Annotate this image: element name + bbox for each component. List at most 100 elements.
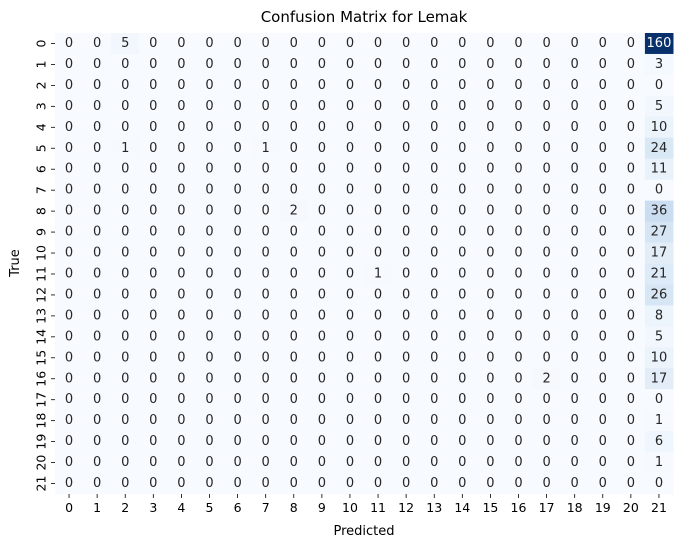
- cell-annotation: 0: [599, 329, 607, 344]
- cell-annotation: 0: [318, 225, 326, 240]
- heatmap-cell: [307, 116, 337, 139]
- heatmap-cell: [139, 221, 168, 244]
- heatmap-cell: [139, 263, 168, 285]
- heatmap-cell: [83, 431, 112, 453]
- cell-annotation: 0: [65, 329, 73, 344]
- cell-annotation: 0: [599, 246, 607, 261]
- heatmap-cell: [307, 263, 337, 285]
- heatmap-cell: [83, 452, 112, 474]
- heatmap-cell: [55, 473, 84, 495]
- cell-annotation: 0: [177, 99, 185, 114]
- heatmap-cell: [111, 410, 140, 432]
- heatmap-cell: [616, 137, 646, 160]
- heatmap-cell: [223, 452, 253, 474]
- heatmap-cell: [560, 452, 590, 474]
- cell-annotation: 0: [542, 308, 550, 323]
- cell-annotation: 0: [346, 392, 354, 407]
- heatmap-cell: [335, 326, 365, 348]
- heatmap-cell: [279, 95, 309, 118]
- heatmap-cell: [560, 473, 590, 495]
- heatmap-cell: [476, 284, 505, 306]
- cell-annotation: 0: [262, 246, 270, 261]
- cell-annotation: 0: [542, 266, 550, 281]
- heatmap-cell: [55, 326, 84, 348]
- x-tick-label: 9: [318, 500, 326, 515]
- cell-annotation: 0: [514, 455, 522, 470]
- heatmap-cell: [420, 473, 449, 495]
- cell-annotation: 0: [599, 36, 607, 51]
- heatmap-cell: [195, 53, 225, 76]
- heatmap-cell: [251, 53, 281, 76]
- heatmap-cell: [560, 263, 590, 285]
- heatmap-cell: [139, 347, 168, 369]
- heatmap-cell: [167, 33, 196, 55]
- cell-annotation: 0: [149, 120, 157, 135]
- cell-annotation: 0: [318, 287, 326, 302]
- cell-annotation: 0: [571, 120, 579, 135]
- heatmap-cell: [364, 242, 393, 264]
- heatmap-cell: [504, 368, 534, 390]
- cell-annotation: 0: [402, 57, 410, 72]
- heatmap-cell: [616, 368, 646, 390]
- heatmap-cell: [644, 410, 674, 432]
- x-axis-label: Predicted: [333, 524, 394, 539]
- heatmap-cell: [532, 431, 562, 453]
- cell-annotation: 0: [542, 350, 550, 365]
- heatmap-cell: [448, 305, 477, 327]
- cell-annotation: 0: [402, 204, 410, 219]
- heatmap-cell: [644, 473, 674, 495]
- heatmap-cell: [588, 452, 618, 474]
- heatmap-cell: [644, 326, 674, 348]
- cell-annotation: 0: [290, 78, 298, 93]
- heatmap-cell: [448, 389, 477, 411]
- cell-annotation: 0: [571, 350, 579, 365]
- heatmap-cell: [279, 473, 309, 495]
- heatmap-cell: [83, 389, 112, 411]
- heatmap-cell: [55, 242, 84, 264]
- cell-annotation: 0: [514, 434, 522, 449]
- heatmap-cell: [364, 263, 393, 285]
- heatmap-cell: [504, 74, 534, 97]
- cell-annotation: 0: [374, 350, 382, 365]
- heatmap-cell: [532, 242, 562, 264]
- cell-annotation: 0: [374, 78, 382, 93]
- cell-annotation: 0: [655, 183, 663, 198]
- cell-annotation: 0: [290, 392, 298, 407]
- heatmap-cell: [476, 410, 505, 432]
- cell-annotation: 0: [599, 225, 607, 240]
- cell-annotation: 0: [262, 476, 270, 491]
- heatmap-cell: [195, 179, 225, 202]
- cell-annotation: 0: [514, 225, 522, 240]
- y-tick-label: 20: [34, 455, 49, 471]
- cell-annotation: 0: [514, 371, 522, 386]
- cell-annotation: 0: [262, 287, 270, 302]
- heatmap-cell: [223, 116, 253, 139]
- heatmap-cell: [448, 53, 477, 76]
- heatmap-cell: [139, 326, 168, 348]
- heatmap-cell: [111, 137, 140, 160]
- cell-annotation: 0: [542, 225, 550, 240]
- heatmap-cell: [616, 158, 646, 181]
- heatmap-cell: [335, 179, 365, 202]
- x-tick-label: 1: [93, 500, 101, 515]
- cell-annotation: 0: [627, 434, 635, 449]
- heatmap-cell: [476, 116, 505, 139]
- heatmap-cell: [616, 33, 646, 55]
- heatmap-cell: [251, 305, 281, 327]
- cell-annotation: 0: [486, 371, 494, 386]
- cell-annotation: 0: [486, 57, 494, 72]
- heatmap-cell: [420, 221, 449, 244]
- heatmap-cell: [111, 431, 140, 453]
- heatmap-cell: [588, 116, 618, 139]
- cell-annotation: 0: [290, 57, 298, 72]
- y-tick-label: 11: [34, 266, 49, 282]
- cell-annotation: 0: [542, 99, 550, 114]
- heatmap-cell: [560, 431, 590, 453]
- cell-annotation: 0: [627, 350, 635, 365]
- cell-annotation: 0: [93, 308, 101, 323]
- cell-annotation: 0: [346, 287, 354, 302]
- heatmap-cell: [448, 95, 477, 118]
- cell-annotation: 0: [458, 287, 466, 302]
- heatmap-cell: [335, 431, 365, 453]
- heatmap-cell: [392, 33, 421, 55]
